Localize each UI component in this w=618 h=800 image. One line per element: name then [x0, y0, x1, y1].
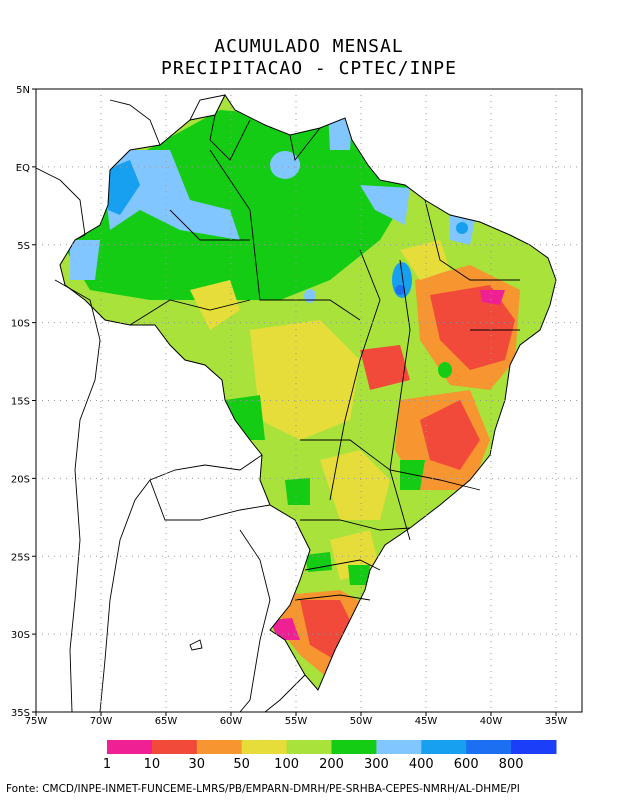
- legend-label: 800: [498, 757, 524, 772]
- lat-tick-label: 10S: [11, 319, 30, 330]
- legend-label: 50: [233, 757, 250, 772]
- legend-swatch: [376, 740, 422, 754]
- legend-swatch: [286, 740, 332, 754]
- legend-swatch: [421, 740, 467, 754]
- legend-swatch: [107, 740, 153, 754]
- legend-swatch: [511, 740, 557, 754]
- legend-colorbar: [107, 740, 557, 754]
- lon-tick-label: 40W: [480, 716, 503, 727]
- longitude-axis: 75W 70W 65W 60W 55W 50W 45W 40W 35W: [25, 712, 568, 727]
- lat-tick-label: 25S: [11, 552, 30, 563]
- lon-tick-label: 45W: [415, 716, 438, 727]
- map-title-line2: PRECIPITACAO - CPTEC/INPE: [161, 58, 457, 79]
- map-title-line1: ACUMULADO MENSAL: [214, 36, 404, 57]
- lon-tick-label: 65W: [155, 716, 178, 727]
- legend-label: 30: [188, 757, 206, 772]
- grid-lines: [36, 89, 582, 712]
- lat-tick-label: 35S: [11, 708, 30, 719]
- lat-tick-label: 20S: [11, 474, 30, 485]
- legend-label: 400: [408, 757, 434, 772]
- legend-label: 300: [363, 757, 389, 772]
- legend-label: 100: [274, 757, 300, 772]
- legend-swatch: [466, 740, 512, 754]
- legend-label: 1: [102, 757, 112, 772]
- legend-swatch: [241, 740, 288, 754]
- legend-label: 10: [143, 757, 161, 772]
- lat-tick-label: 15S: [11, 397, 30, 408]
- data-source-note: Fonte: CMCD/INPE-INMET-FUNCEME-LMRS/PB/E…: [6, 783, 520, 795]
- lon-tick-label: 50W: [350, 716, 373, 727]
- lat-tick-label: 5S: [17, 241, 30, 252]
- legend-swatch: [151, 740, 198, 754]
- legend-label: 200: [319, 757, 344, 772]
- country-borders: [36, 94, 520, 712]
- legend-label: 600: [453, 757, 479, 772]
- lon-tick-label: 35W: [545, 716, 568, 727]
- lat-tick-label: 5N: [16, 85, 30, 96]
- legend-swatch: [331, 740, 377, 754]
- legend-swatch: [196, 740, 243, 754]
- lon-tick-label: 60W: [220, 716, 243, 727]
- lat-tick-label: EQ: [16, 163, 30, 174]
- lon-tick-label: 55W: [285, 716, 308, 727]
- lon-tick-label: 70W: [90, 716, 113, 727]
- latitude-axis: 5N EQ 5S 10S 15S 20S 25S 30S 35S: [11, 85, 36, 719]
- lat-tick-label: 30S: [11, 630, 30, 641]
- lon-tick-label: 75W: [25, 716, 48, 727]
